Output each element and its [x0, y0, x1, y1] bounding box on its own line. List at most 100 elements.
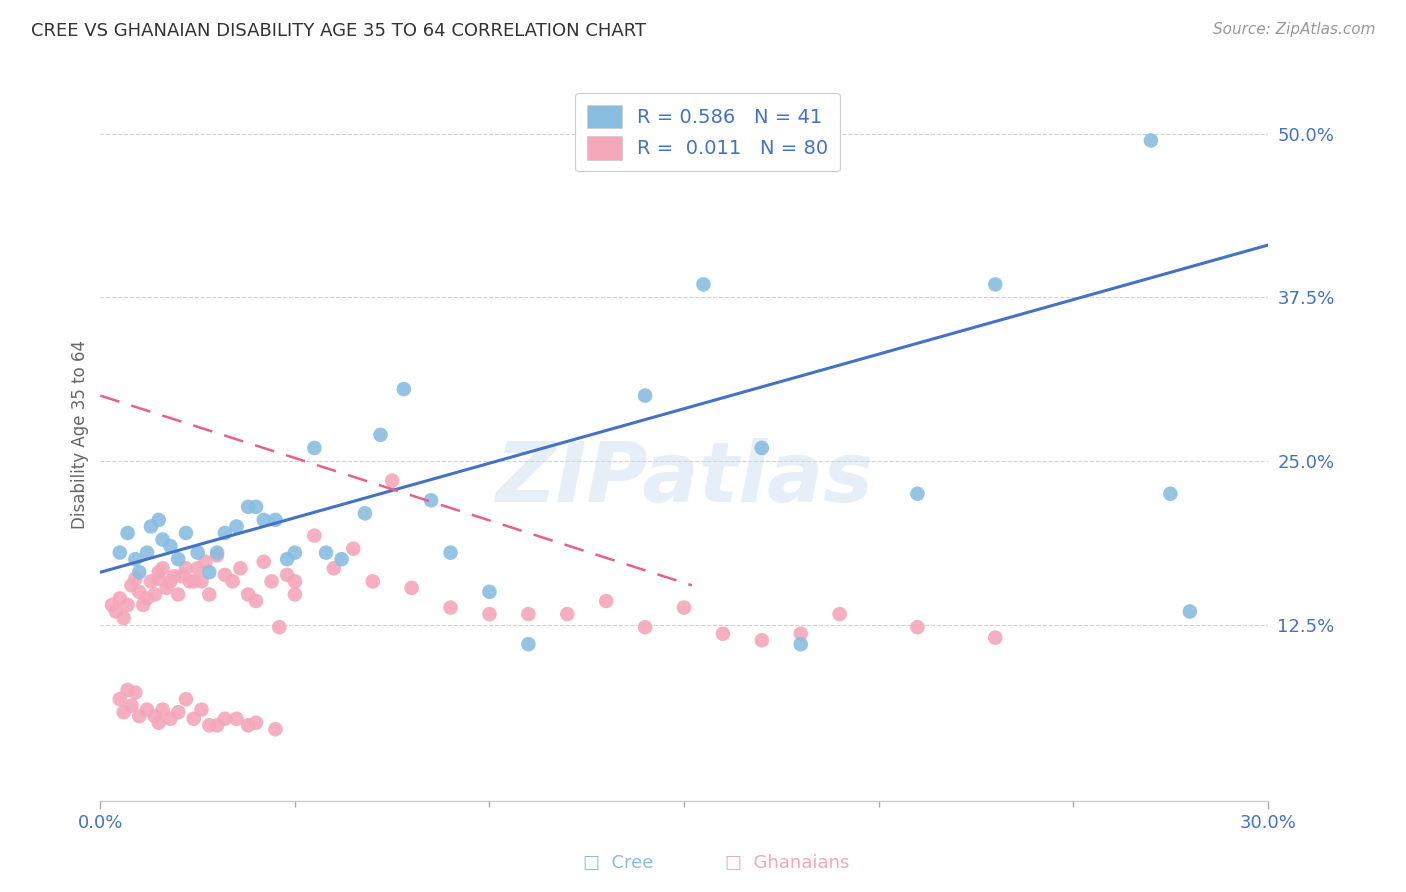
Point — [112, 705, 135, 719]
Point — [238, 718, 260, 732]
Point — [381, 474, 404, 488]
Point — [152, 533, 174, 547]
Point — [152, 561, 174, 575]
Point — [155, 581, 177, 595]
Point — [221, 574, 243, 589]
Point — [121, 578, 143, 592]
Point — [101, 598, 124, 612]
Point — [225, 712, 247, 726]
Point — [167, 587, 190, 601]
Point — [401, 581, 423, 595]
Point — [370, 428, 392, 442]
Point — [128, 709, 150, 723]
Point — [143, 587, 166, 601]
Point — [136, 546, 159, 560]
Point — [214, 526, 236, 541]
Point — [634, 389, 657, 403]
Point — [984, 631, 1007, 645]
Point — [143, 709, 166, 723]
Point — [1140, 133, 1163, 147]
Point — [187, 546, 209, 560]
Point — [253, 513, 276, 527]
Point — [190, 703, 212, 717]
Point — [253, 555, 276, 569]
Point — [124, 685, 146, 699]
Point — [478, 585, 501, 599]
Point — [205, 546, 228, 560]
Point — [517, 637, 540, 651]
Point — [139, 519, 162, 533]
Point — [128, 566, 150, 580]
Point — [179, 574, 201, 589]
Point — [194, 555, 217, 569]
Point — [245, 715, 267, 730]
Point — [174, 526, 197, 541]
Point — [907, 487, 929, 501]
Text: □  Ghanaians: □ Ghanaians — [725, 855, 849, 872]
Point — [751, 633, 773, 648]
Point — [634, 620, 657, 634]
Point — [136, 591, 159, 606]
Point — [159, 574, 181, 589]
Point — [342, 541, 364, 556]
Point — [104, 605, 127, 619]
Point — [354, 507, 377, 521]
Point — [828, 607, 851, 621]
Point — [1159, 487, 1181, 501]
Point — [315, 546, 337, 560]
Point — [136, 703, 159, 717]
Legend: R = 0.586   N = 41, R =  0.011   N = 80: R = 0.586 N = 41, R = 0.011 N = 80 — [575, 93, 839, 171]
Point — [159, 539, 181, 553]
Text: ZIPatlas: ZIPatlas — [495, 438, 873, 519]
Point — [152, 703, 174, 717]
Point — [790, 626, 813, 640]
Point — [148, 513, 170, 527]
Point — [1178, 605, 1201, 619]
Point — [117, 526, 139, 541]
Y-axis label: Disability Age 35 to 64: Disability Age 35 to 64 — [72, 341, 89, 529]
Point — [205, 548, 228, 562]
Point — [264, 723, 287, 737]
Point — [132, 598, 155, 612]
Point — [148, 572, 170, 586]
Point — [163, 569, 186, 583]
Point — [205, 718, 228, 732]
Point — [304, 528, 326, 542]
Point — [124, 552, 146, 566]
Point — [555, 607, 578, 621]
Point — [322, 561, 344, 575]
Point — [260, 574, 283, 589]
Point — [167, 705, 190, 719]
Point — [392, 382, 415, 396]
Point — [108, 591, 131, 606]
Point — [108, 546, 131, 560]
Point — [692, 277, 714, 292]
Point — [198, 566, 221, 580]
Point — [790, 637, 813, 651]
Point — [595, 594, 617, 608]
Text: CREE VS GHANAIAN DISABILITY AGE 35 TO 64 CORRELATION CHART: CREE VS GHANAIAN DISABILITY AGE 35 TO 64… — [31, 22, 647, 40]
Point — [214, 712, 236, 726]
Point — [159, 712, 181, 726]
Point — [439, 546, 461, 560]
Point — [711, 626, 734, 640]
Point — [284, 574, 307, 589]
Point — [304, 441, 326, 455]
Point — [284, 546, 307, 560]
Point — [361, 574, 384, 589]
Point — [478, 607, 501, 621]
Text: Source: ZipAtlas.com: Source: ZipAtlas.com — [1212, 22, 1375, 37]
Point — [276, 567, 298, 582]
Point — [187, 561, 209, 575]
Point — [170, 569, 193, 583]
Point — [112, 611, 135, 625]
Point — [198, 718, 221, 732]
Point — [907, 620, 929, 634]
Point — [148, 566, 170, 580]
Point — [124, 572, 146, 586]
Point — [517, 607, 540, 621]
Point — [183, 712, 205, 726]
Point — [238, 587, 260, 601]
Point — [139, 574, 162, 589]
Point — [117, 683, 139, 698]
